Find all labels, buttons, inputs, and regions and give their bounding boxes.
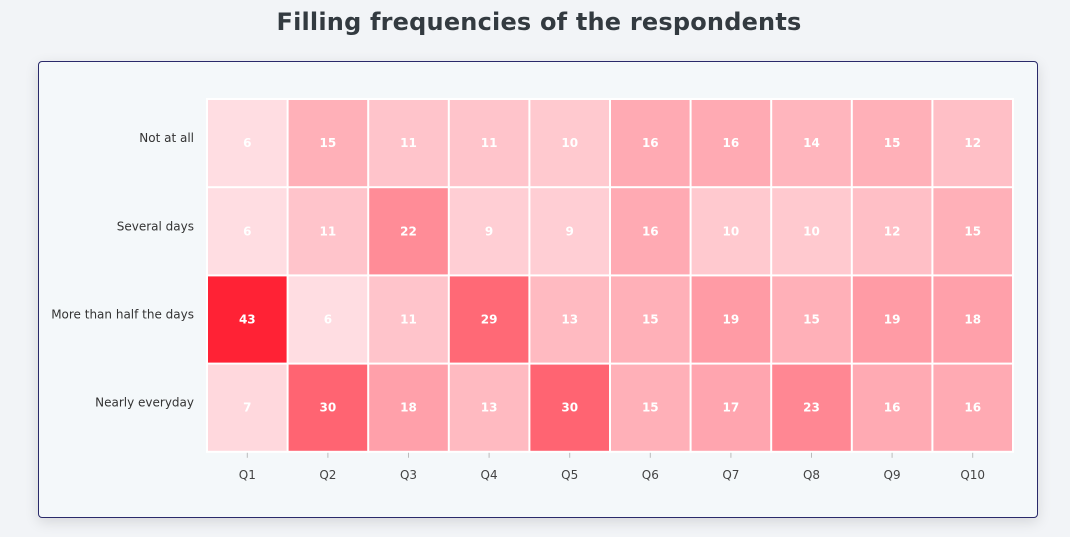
heatmap-cell [369, 188, 448, 275]
heatmap-cell-label: 11 [481, 136, 498, 150]
heatmap-cell [208, 276, 287, 363]
heatmap-cell-label: 10 [803, 224, 820, 238]
chart-title: Filling frequencies of the respondents [276, 8, 802, 36]
heatmap-cell-label: 6 [243, 136, 251, 150]
heatmap-cell-label: 11 [400, 313, 417, 327]
heatmap-cell [691, 188, 771, 275]
heatmap-cell-label: 16 [884, 401, 901, 415]
heatmap-cell [852, 188, 932, 275]
heatmap-cell [933, 100, 1012, 187]
heatmap-cell-label: 16 [723, 136, 740, 150]
heatmap-cell-label: 16 [642, 224, 659, 238]
x-tick-label: Q2 [319, 468, 336, 482]
x-tick-label: Q5 [561, 468, 578, 482]
heatmap-cell-label: 23 [803, 401, 820, 415]
heatmap-cell [852, 276, 932, 363]
x-tick-label: Q1 [239, 468, 256, 482]
heatmap-cell [449, 100, 529, 187]
heatmap-cell [530, 100, 609, 187]
heatmap-cell [530, 364, 609, 451]
x-tick-label: Q3 [400, 468, 417, 482]
y-tick-label: Nearly everyday [95, 396, 194, 410]
heatmap-cell-label: 11 [400, 136, 417, 150]
heatmap-cell-label: 10 [561, 136, 578, 150]
heatmap-cell [369, 276, 448, 363]
heatmap-cell-label: 12 [884, 224, 901, 238]
heatmap-cell-label: 6 [324, 313, 332, 327]
heatmap-cell-label: 15 [884, 136, 901, 150]
heatmap-cell [369, 100, 448, 187]
heatmap-cell-label: 15 [642, 401, 659, 415]
heatmap-cell-label: 16 [964, 401, 981, 415]
heatmap-cell-label: 43 [239, 313, 256, 327]
heatmap-cell-label: 18 [964, 313, 981, 327]
heatmap-cell [772, 100, 851, 187]
heatmap-cell-label: 16 [642, 136, 659, 150]
heatmap-cell [611, 188, 690, 275]
heatmap-cell [611, 276, 690, 363]
heatmap-cell-label: 15 [642, 313, 659, 327]
heatmap-cell-label: 15 [964, 224, 981, 238]
heatmap-cell-label: 19 [884, 313, 901, 327]
heatmap-cell [208, 364, 287, 451]
heatmap-cell [288, 276, 368, 363]
heatmap-cell [288, 188, 368, 275]
heatmap-cell [772, 276, 851, 363]
heatmap-cell-label: 12 [964, 136, 981, 150]
heatmap-cell [288, 364, 368, 451]
heatmap-cell [772, 364, 851, 451]
heatmap-cell [449, 188, 529, 275]
heatmap-cell-label: 13 [561, 313, 578, 327]
heatmap-cell-label: 7 [243, 401, 251, 415]
heatmap-cell [691, 364, 771, 451]
heatmap-cell [288, 100, 368, 187]
y-tick-label: More than half the days [51, 308, 194, 322]
heatmap-cell [530, 188, 609, 275]
heatmap-cell [691, 100, 771, 187]
x-tick-label: Q9 [884, 468, 901, 482]
heatmap-cell-label: 11 [320, 224, 337, 238]
heatmap-cell-label: 10 [723, 224, 740, 238]
heatmap-cell [530, 276, 609, 363]
heatmap-cell-label: 13 [481, 401, 498, 415]
heatmap-cell [933, 188, 1012, 275]
heatmap-cell [933, 364, 1012, 451]
heatmap-cell [208, 188, 287, 275]
x-tick-label: Q6 [642, 468, 659, 482]
heatmap-cell-label: 9 [485, 224, 493, 238]
y-tick-label: Not at all [139, 131, 194, 145]
heatmap-cell [772, 188, 851, 275]
heatmap-cell [449, 276, 529, 363]
x-tick-label: Q8 [803, 468, 820, 482]
heatmap-cell [208, 100, 287, 187]
heatmap-cell [449, 364, 529, 451]
heatmap-cell [852, 100, 932, 187]
y-tick-label: Several days [117, 219, 194, 233]
heatmap-cell [691, 276, 771, 363]
heatmap-cell-label: 6 [243, 224, 251, 238]
heatmap-cell-label: 22 [400, 224, 417, 238]
heatmap-cell-label: 19 [723, 313, 740, 327]
heatmap-cell [369, 364, 448, 451]
heatmap-cell-label: 30 [320, 401, 337, 415]
x-tick-label: Q4 [481, 468, 498, 482]
x-tick-label: Q10 [960, 468, 985, 482]
heatmap-cell [611, 100, 690, 187]
heatmap-cell [852, 364, 932, 451]
heatmap-cell-label: 30 [561, 401, 578, 415]
heatmap-cell-label: 29 [481, 313, 498, 327]
heatmap-cell-label: 15 [803, 313, 820, 327]
heatmap-cell [933, 276, 1012, 363]
heatmap-cell-label: 9 [566, 224, 574, 238]
heatmap-cell-label: 15 [320, 136, 337, 150]
heatmap-cell-label: 14 [803, 136, 820, 150]
heatmap-cell [611, 364, 690, 451]
heatmap-cell-label: 18 [400, 401, 417, 415]
heatmap-cell-label: 17 [723, 401, 740, 415]
x-tick-label: Q7 [722, 468, 739, 482]
